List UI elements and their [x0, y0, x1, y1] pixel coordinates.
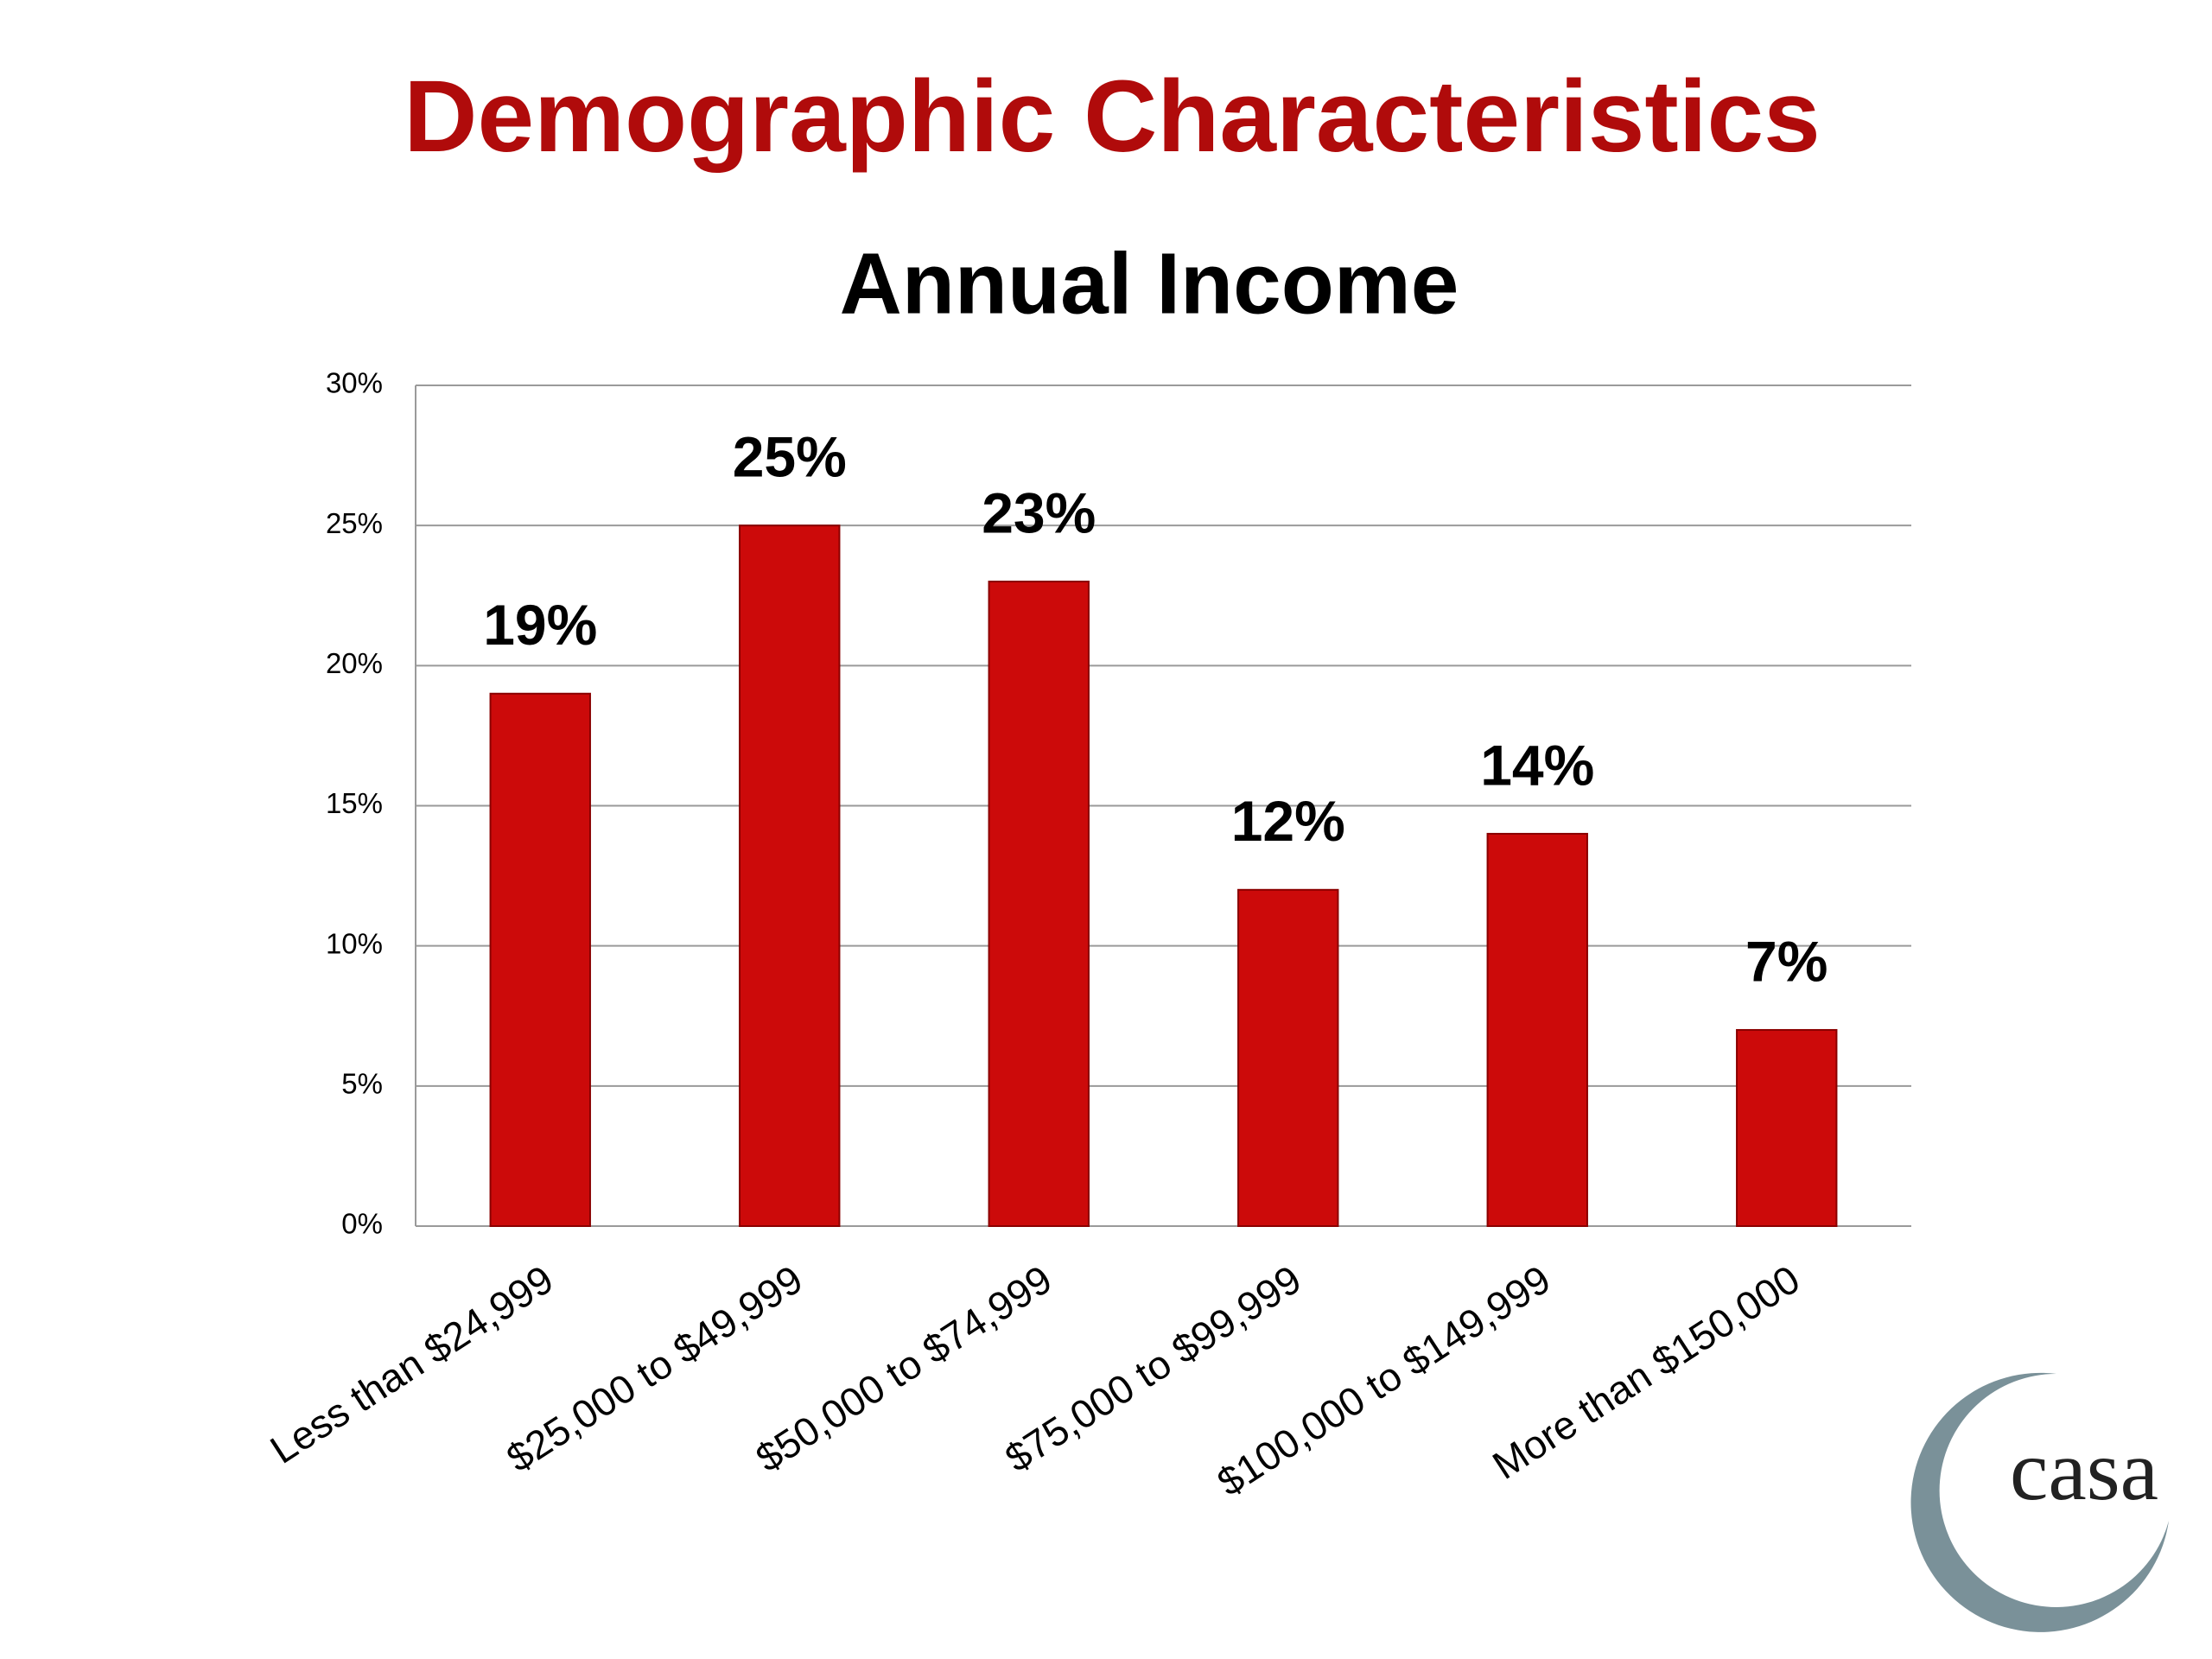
bar	[988, 581, 1090, 1227]
bar	[739, 524, 841, 1227]
value-label: 7%	[1745, 929, 1827, 993]
value-label: 14%	[1480, 733, 1594, 797]
y-tick-label: 10%	[326, 927, 383, 959]
y-tick-label: 20%	[326, 647, 383, 679]
value-label: 23%	[982, 480, 1096, 544]
logo-text: casa	[2010, 1422, 2158, 1518]
chart-title: Annual Income	[840, 235, 1459, 332]
bar	[1486, 832, 1588, 1228]
y-tick-label: 15%	[326, 787, 383, 819]
logo: casa	[1910, 1372, 2169, 1632]
slide-title: Demographic Characteristics	[404, 60, 1821, 174]
value-label: 12%	[1231, 789, 1345, 853]
y-tick-label: 0%	[341, 1208, 383, 1240]
value-label: 25%	[733, 425, 847, 489]
bar	[1237, 888, 1339, 1228]
bar	[489, 692, 591, 1227]
bar	[1736, 1028, 1838, 1228]
y-tick-label: 5%	[341, 1068, 383, 1100]
y-tick-label: 30%	[326, 367, 383, 399]
y-tick-label: 25%	[326, 507, 383, 539]
value-label: 19%	[483, 593, 597, 657]
